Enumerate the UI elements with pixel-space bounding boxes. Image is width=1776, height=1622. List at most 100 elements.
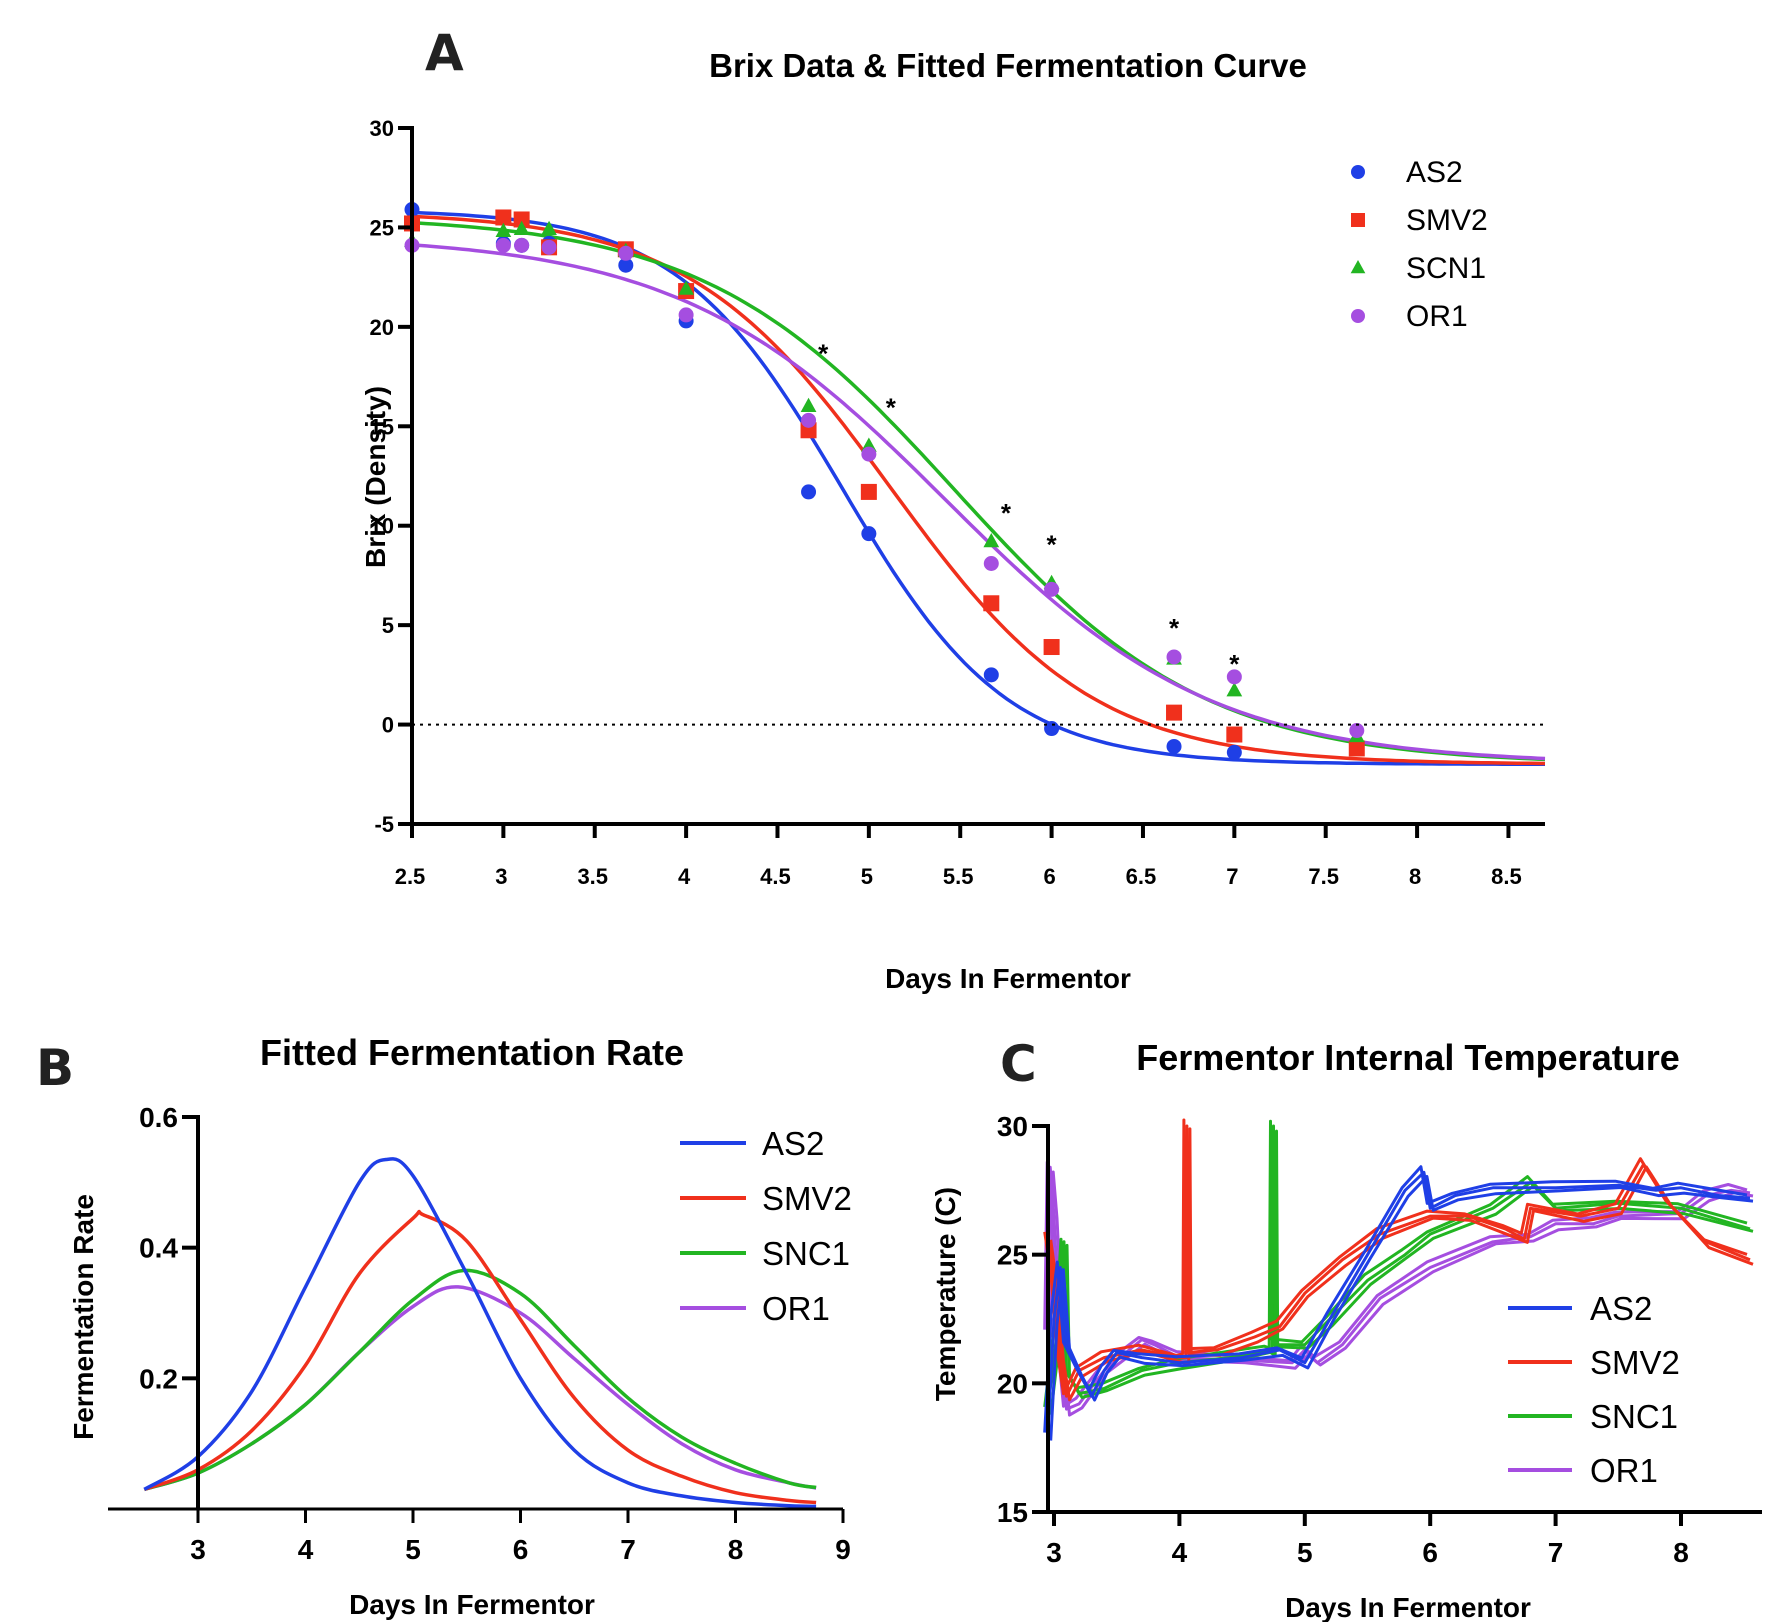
panel-a-legend-marker-or1 bbox=[1351, 309, 1365, 323]
panel-b-x-tick-label: 7 bbox=[620, 1534, 636, 1565]
panel-b-legend: AS2 SMV2 SNC1 OR1 bbox=[680, 1125, 852, 1327]
panel-a-x-tick-label: 4 bbox=[678, 864, 691, 889]
panel-a-point-scn1 bbox=[800, 397, 817, 413]
panel-a-point-or1 bbox=[678, 307, 694, 323]
panel-a-point-as2 bbox=[618, 257, 634, 273]
panel-a: A Brix Data & Fitted Fermentation Curve … bbox=[360, 24, 1546, 994]
panel-a-x-tick-label: 3 bbox=[495, 864, 507, 889]
panel-a-point-or1 bbox=[514, 237, 530, 253]
panel-a-point-or1 bbox=[1166, 649, 1182, 665]
panel-a-point-as2 bbox=[801, 484, 817, 500]
panel-a-x-tick-label: 6 bbox=[1043, 864, 1055, 889]
panel-a-x-tick-label: 5.5 bbox=[943, 864, 974, 889]
panel-a-fit-curves bbox=[411, 210, 1546, 766]
panel-c-temperature-trace-smv2 bbox=[1043, 1118, 1748, 1396]
panel-a-x-tick-label: 6.5 bbox=[1126, 864, 1157, 889]
panel-a-significance-star: * bbox=[1229, 649, 1240, 679]
panel-a-point-smv2 bbox=[513, 211, 530, 228]
panel-a-point-smv2 bbox=[1166, 704, 1183, 721]
panel-a-legend-label-or1: OR1 bbox=[1406, 300, 1468, 333]
panel-c-legend-label-as2: AS2 bbox=[1590, 1290, 1652, 1327]
panel-a-legend-marker-scn1 bbox=[1350, 259, 1366, 274]
panel-c-temperature-trace-as2 bbox=[1043, 1165, 1748, 1433]
panel-a-y-tick-label: -5 bbox=[374, 812, 394, 837]
panel-a-legend: AS2 SMV2 SCN1 OR1 bbox=[1350, 156, 1488, 333]
panel-b: B Fitted Fermentation Rate 0.6 0.4 0.2 3 4 5… bbox=[36, 1032, 852, 1620]
panel-c-x-ticks: 3 4 5 6 7 8 bbox=[1046, 1512, 1689, 1568]
panel-a-point-scn1 bbox=[541, 220, 557, 236]
panel-a-x-tick-label: 7.5 bbox=[1308, 864, 1339, 889]
panel-c-x-tick-label: 8 bbox=[1673, 1537, 1689, 1568]
panel-a-point-smv2 bbox=[860, 483, 877, 500]
panel-a-x-tick-label: 8 bbox=[1409, 864, 1421, 889]
panel-c-temperature-trace-smv2 bbox=[1046, 1124, 1751, 1398]
panel-c-title: Fermentor Internal Temperature bbox=[1136, 1037, 1679, 1078]
panel-c-x-tick-label: 5 bbox=[1297, 1537, 1313, 1568]
panel-a-x-tick-label: 2.5 bbox=[395, 864, 426, 889]
panel-c: C Fermentor Internal Temperature 30 25 20 1… bbox=[930, 1035, 1762, 1622]
panel-a-point-or1 bbox=[541, 239, 557, 255]
panel-a-fit-curve-or1 bbox=[411, 243, 1546, 761]
panel-c-legend-label-smv2: SMV2 bbox=[1590, 1344, 1680, 1381]
panel-c-y-tick-label: 30 bbox=[997, 1111, 1028, 1142]
panel-c-legend: AS2 SMV2 SNC1 OR1 bbox=[1508, 1290, 1680, 1489]
panel-a-point-as2 bbox=[861, 526, 877, 542]
panel-a-y-tick-label: 10 bbox=[370, 514, 394, 539]
panel-c-legend-label-or1: OR1 bbox=[1590, 1452, 1658, 1489]
panel-a-y-tick-label: 20 bbox=[370, 315, 394, 340]
panel-c-letter: C bbox=[1000, 1035, 1037, 1093]
panel-a-significance-star: * bbox=[1047, 530, 1058, 560]
panel-c-temperature-trace-smv2 bbox=[1049, 1127, 1754, 1402]
panel-a-letter: A bbox=[425, 24, 464, 82]
panel-a-significance-marks: * * * * * * bbox=[818, 339, 1240, 679]
panel-b-legend-label-as2: AS2 bbox=[762, 1125, 824, 1162]
panel-a-y-tick-label: 30 bbox=[370, 116, 394, 141]
panel-a-point-smv2 bbox=[983, 595, 1000, 612]
panel-a-point-or1 bbox=[1226, 669, 1242, 685]
panel-b-letter: B bbox=[36, 1039, 74, 1097]
panel-c-y-tick-label: 25 bbox=[997, 1240, 1028, 1271]
panel-b-x-tick-label: 9 bbox=[835, 1534, 851, 1565]
panel-a-point-or1 bbox=[618, 245, 634, 261]
panel-b-rate-curve-as2 bbox=[143, 1157, 817, 1509]
panel-a-point-or1 bbox=[1349, 723, 1365, 739]
panel-a-y-axis-label: Brix (Density) bbox=[360, 386, 391, 568]
panel-a-y-tick-label: 5 bbox=[382, 613, 394, 638]
panel-b-rate-curve-or1 bbox=[143, 1285, 817, 1492]
panel-c-x-tick-label: 7 bbox=[1548, 1537, 1564, 1568]
panel-a-point-as2 bbox=[1166, 738, 1182, 754]
panel-a-point-as2 bbox=[1226, 744, 1242, 760]
panel-a-point-or1 bbox=[495, 237, 511, 253]
panel-a-point-scn1 bbox=[983, 532, 1000, 548]
panel-c-x-tick-label: 6 bbox=[1422, 1537, 1438, 1568]
panel-c-x-axis-label: Days In Fermentor bbox=[1285, 1592, 1531, 1622]
panel-a-y-tick-label: 25 bbox=[370, 215, 394, 240]
panel-c-temperature-traces bbox=[1043, 1118, 1754, 1441]
panel-b-y-tick-label: 0.4 bbox=[139, 1233, 178, 1264]
panel-a-x-tick-label: 3.5 bbox=[577, 864, 608, 889]
panel-c-x-tick-label: 4 bbox=[1172, 1537, 1188, 1568]
panel-b-x-tick-label: 6 bbox=[513, 1534, 529, 1565]
panel-b-y-ticks: 0.6 0.4 0.2 bbox=[139, 1102, 198, 1394]
panel-a-point-smv2 bbox=[495, 209, 512, 226]
panel-b-rate-curves bbox=[143, 1157, 817, 1509]
panel-a-x-tick-label: 7 bbox=[1226, 864, 1238, 889]
panel-c-y-axis-label: Temperature (C) bbox=[930, 1187, 961, 1401]
panel-c-temperature-trace-or1 bbox=[1049, 1170, 1754, 1417]
panel-a-y-ticks: 30 25 20 15 10 5 0 -5 bbox=[370, 116, 412, 837]
panel-a-x-tick-label: 8.5 bbox=[1491, 864, 1522, 889]
panel-a-x-axis-label: Days In Fermentor bbox=[885, 963, 1131, 994]
panel-a-point-or1 bbox=[983, 555, 999, 571]
panel-a-title: Brix Data & Fitted Fermentation Curve bbox=[709, 47, 1307, 84]
panel-a-fit-curve-as2 bbox=[411, 210, 1545, 766]
panel-a-point-smv2 bbox=[1226, 726, 1243, 743]
panel-a-legend-label-smv2: SMV2 bbox=[1406, 204, 1488, 237]
panel-a-point-smv2 bbox=[1043, 639, 1060, 656]
panel-c-y-tick-label: 15 bbox=[997, 1497, 1028, 1528]
panel-a-point-as2 bbox=[983, 667, 999, 683]
panel-a-point-scn1 bbox=[495, 222, 512, 238]
panel-b-rate-curve-smv2 bbox=[143, 1209, 817, 1505]
panel-a-x-tick-label: 5 bbox=[861, 864, 873, 889]
panel-c-y-tick-label: 20 bbox=[997, 1368, 1028, 1399]
